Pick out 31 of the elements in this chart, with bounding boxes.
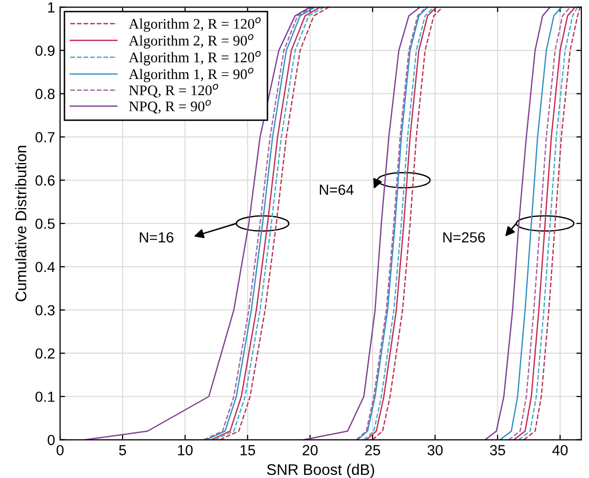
y-tick-label: 0.7	[36, 132, 54, 142]
x-tick-label: 35	[490, 445, 506, 456]
legend-label: Algorithm 1, R = 90$^{o}$	[128, 68, 254, 82]
y-tick-label: 0.3	[36, 305, 55, 316]
legend-label: Algorithm 1, R = 120$^{o}$	[128, 50, 261, 66]
x-tick-label: 0	[56, 445, 64, 456]
x-tick-label: 15	[240, 445, 256, 456]
annotation: N=64	[320, 184, 354, 195]
x-tick-label: 40	[552, 445, 568, 456]
y-tick-label: 1	[48, 2, 55, 12]
y-tick-label: 0.9	[36, 46, 55, 56]
x-tick-label: 10	[178, 445, 193, 456]
annotation: N=16	[140, 232, 174, 243]
x-tick-label: 30	[428, 445, 443, 456]
y-tick-label: 0.5	[36, 218, 55, 229]
legend-label: Algorithm 2, R = 90$^{o}$	[128, 34, 254, 49]
legend-label: Algorithm 2, R = 120$^{o}$	[128, 17, 261, 32]
x-tick-label: 5	[119, 445, 126, 456]
y-axis-title: Cumulative Distribution	[15, 146, 26, 302]
x-axis-title: SNR Boost (dB)	[267, 464, 374, 478]
annotation: N=256	[443, 232, 485, 243]
y-tick-label: 0.6	[36, 175, 55, 186]
legend-label: NPQ, R = 90$^{o}$	[129, 100, 211, 114]
y-tick-label: 0.4	[36, 262, 55, 272]
legend-label: NPQ, R = 120$^{o}$	[129, 84, 218, 98]
y-tick-label: 0.1	[36, 392, 55, 402]
y-tick-label: 0	[48, 434, 55, 446]
y-tick-label: 0.8	[36, 88, 55, 100]
x-tick-label: 25	[365, 445, 380, 456]
x-tick-label: 20	[302, 445, 318, 456]
y-tick-label: 0.2	[36, 348, 54, 359]
